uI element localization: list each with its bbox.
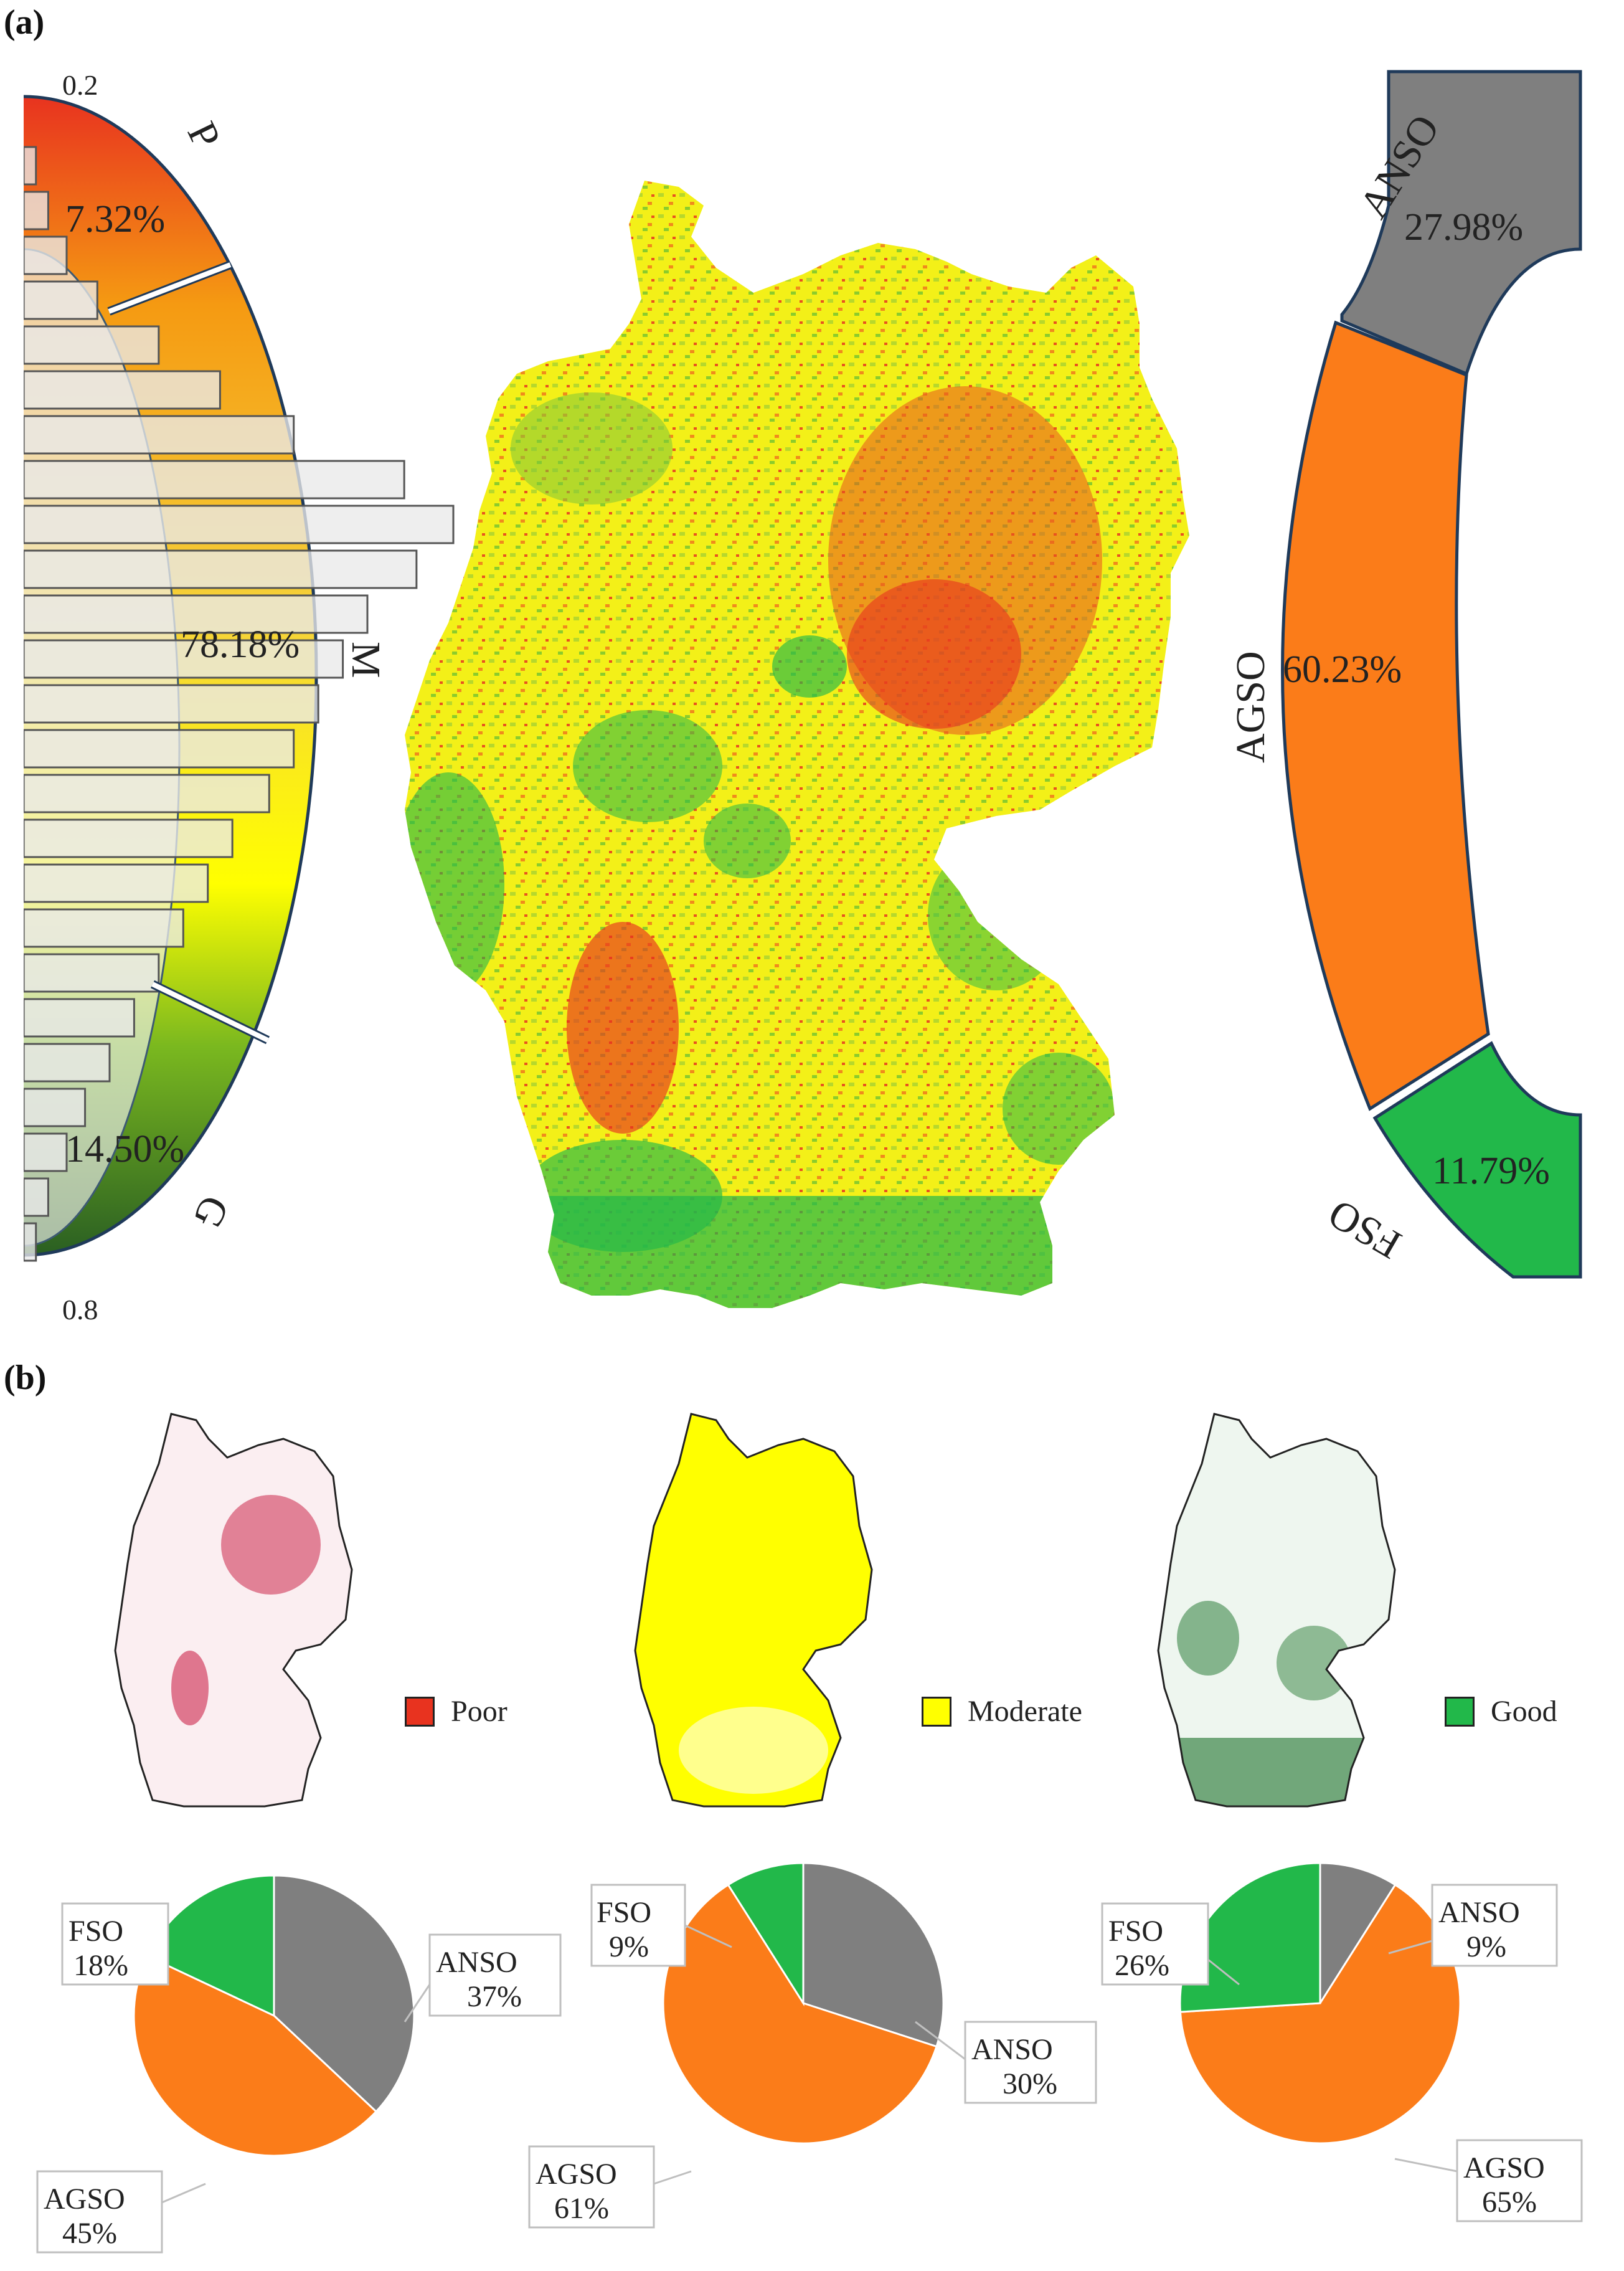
histogram-bars: [24, 146, 455, 1262]
pie-good-anso-value: 9%: [1466, 1930, 1506, 1963]
pie-moderate: [662, 1862, 945, 2145]
histogram-bar: [24, 774, 270, 813]
gauge-label-g: G: [184, 1188, 238, 1235]
histogram-bar: [24, 505, 455, 544]
pie-poor-agso-value: 45%: [62, 2217, 117, 2250]
pie-poor-anso-label: ANSO: [436, 1946, 517, 1979]
legend-moderate: Moderate: [922, 1694, 1082, 1728]
gauge-label-p: P: [179, 115, 230, 156]
pie-poor: [133, 1874, 415, 2157]
legend-swatch-good: [1445, 1696, 1475, 1727]
histogram-bar: [24, 639, 344, 679]
pie-good: [1179, 1862, 1461, 2145]
pie-good-agso-label: AGSO: [1463, 2151, 1545, 2184]
histogram-bar: [24, 415, 295, 455]
landuse-ring: [1281, 70, 1582, 1279]
pie-slice-anso: [802, 1862, 945, 2048]
ring-percent-fso: 11.79%: [1432, 1150, 1550, 1192]
histogram-bar: [24, 370, 221, 410]
histogram-bar: [24, 998, 135, 1038]
pie-good-fso-value: 26%: [1115, 1949, 1169, 1982]
histogram-bar: [24, 235, 68, 275]
panel-label-a: (a): [4, 3, 45, 42]
pie-poor-anso-value: 37%: [467, 1980, 522, 2013]
pie-poor-fso-label: FSO: [68, 1915, 123, 1948]
legend-label-moderate: Moderate: [968, 1695, 1082, 1728]
histogram-bar: [24, 325, 160, 365]
pie-moderate-agso-label: AGSO: [536, 2158, 617, 2191]
pie-poor-fso-value: 18%: [73, 1949, 128, 1982]
gauge-label-m: M: [343, 642, 389, 678]
pie-good-fso-label: FSO: [1108, 1915, 1163, 1948]
panel-label-b: (b): [4, 1358, 47, 1397]
pie-slice-anso: [1319, 1862, 1397, 2007]
pie-slice-fso: [727, 1862, 805, 2007]
histogram-bar: [24, 1177, 49, 1217]
histogram-bar: [24, 1222, 37, 1262]
ring-segment-fso: [1372, 1041, 1582, 1279]
gauge-divider-m-g-inner: [151, 982, 269, 1043]
histogram-bar: [24, 1043, 111, 1083]
soil-quality-map: [405, 181, 1189, 1308]
panel-b-maps: [114, 1413, 1396, 1808]
histogram-bar: [24, 280, 98, 320]
histogram-bar: [24, 863, 209, 903]
histogram-bar: [24, 684, 319, 724]
pie-moderate-agso-value: 61%: [554, 2192, 609, 2225]
gauge-percent-p: 7.32%: [65, 198, 165, 240]
quality-gauge: [24, 95, 455, 1262]
histogram-bar: [24, 460, 405, 500]
pie-good-callouts: FSO 26% ANSO 9% AGSO 65%: [1101, 1884, 1583, 2222]
pie-moderate-fso-label: FSO: [597, 1896, 651, 1929]
histogram-bar: [24, 953, 160, 993]
pie-poor-callouts: FSO 18% ANSO 37% AGSO 45%: [36, 1902, 562, 2254]
gauge-percent-g: 14.50%: [65, 1128, 184, 1170]
ring-label-agso: AGSO: [1228, 651, 1273, 763]
ring-segment-agso: [1281, 320, 1490, 1111]
histogram-bar: [24, 146, 37, 186]
legend-poor: Poor: [405, 1694, 507, 1728]
gauge-tick-top: 0.2: [62, 69, 98, 101]
pie-slice-agso: [133, 1955, 378, 2157]
ring-label-fso: FSO: [1321, 1190, 1409, 1268]
gauge-divider-p-m-inner: [108, 262, 232, 314]
pie-slice-anso: [273, 1874, 415, 2113]
pie-moderate-fso-value: 9%: [609, 1930, 649, 1963]
pie-poor-agso-label: AGSO: [44, 2183, 125, 2216]
panel-b-pies: FSO 18% ANSO 37% AGSO 45% FSO 9% ANSO 30…: [36, 1862, 1583, 2254]
legend-swatch-poor: [405, 1696, 435, 1727]
panel-a-graphic: 0.2 0.8 P 7.32% 78.18% M 14.50% G ANSO 2…: [24, 69, 1582, 1325]
histogram-bar: [24, 729, 295, 769]
histogram-bar: [24, 594, 369, 634]
pie-moderate-anso-value: 30%: [1003, 2067, 1057, 2100]
histogram-bar: [24, 191, 49, 230]
ring-percent-anso: 27.98%: [1404, 206, 1523, 249]
mini-map-good: [1157, 1413, 1396, 1808]
histogram-bar: [24, 549, 418, 589]
pie-moderate-callouts: FSO 9% ANSO 30% AGSO 61%: [528, 1884, 1097, 2229]
histogram-bar: [24, 1088, 87, 1127]
legend-label-good: Good: [1491, 1695, 1557, 1728]
histogram-bar: [24, 908, 184, 948]
mini-map-moderate: [634, 1413, 873, 1808]
gauge-percent-m: 78.18%: [181, 623, 300, 666]
pie-good-anso-label: ANSO: [1438, 1896, 1520, 1929]
gauge-tick-bottom: 0.8: [62, 1294, 98, 1325]
legend-good: Good: [1445, 1694, 1557, 1728]
mini-map-poor: [114, 1413, 353, 1808]
ring-segment-anso: [1340, 70, 1582, 376]
legend-label-poor: Poor: [451, 1695, 507, 1728]
legend-swatch-moderate: [922, 1696, 951, 1727]
pie-moderate-anso-label: ANSO: [971, 2033, 1053, 2066]
pie-good-agso-value: 65%: [1482, 2186, 1537, 2219]
histogram-bar: [24, 1132, 68, 1172]
histogram-bar: [24, 818, 234, 858]
ring-percent-agso: 60.23%: [1283, 648, 1402, 691]
